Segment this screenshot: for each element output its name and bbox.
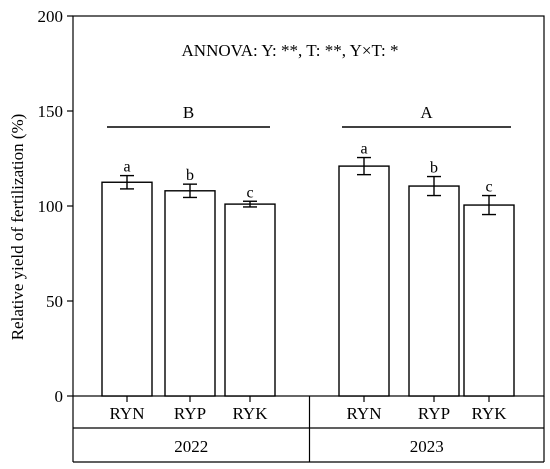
category-label: RYN <box>347 404 382 423</box>
significance-letter: b <box>186 167 194 184</box>
category-label: RYN <box>110 404 145 423</box>
y-axis: 0 50 100 150 200 <box>38 7 73 406</box>
y-tick-label: 50 <box>46 292 63 311</box>
significance-letter: b <box>430 160 438 177</box>
category-label: RYP <box>174 404 206 423</box>
bar <box>338 165 390 397</box>
x-labels: RYN RYP RYK 2022 RYN RYP RYK 2023 <box>110 396 508 456</box>
bar <box>463 204 515 397</box>
bars: a b c Ba b c A <box>101 103 515 397</box>
year-label: 2023 <box>410 437 444 456</box>
bar <box>408 185 460 397</box>
year-label: 2022 <box>174 437 208 456</box>
significance-letter: a <box>123 159 130 176</box>
anova-annotation: ANNOVA: Y: **, T: **, Y×T: * <box>182 41 399 60</box>
category-label: RYP <box>418 404 450 423</box>
category-label: RYK <box>472 404 508 423</box>
y-tick-label: 200 <box>38 7 64 26</box>
group-letter: B <box>183 103 194 122</box>
category-label: RYK <box>233 404 269 423</box>
significance-letter: c <box>485 179 492 196</box>
significance-letter: c <box>246 184 253 201</box>
bar <box>164 190 216 397</box>
group-letter: A <box>420 103 433 122</box>
significance-letter: a <box>360 141 367 158</box>
y-tick-label: 150 <box>38 102 64 121</box>
y-tick-label: 0 <box>55 387 64 406</box>
bar <box>224 203 276 397</box>
y-tick-label: 100 <box>38 197 64 216</box>
y-axis-label: Relative yield of fertilization (%) <box>8 114 27 341</box>
bar <box>101 181 153 397</box>
